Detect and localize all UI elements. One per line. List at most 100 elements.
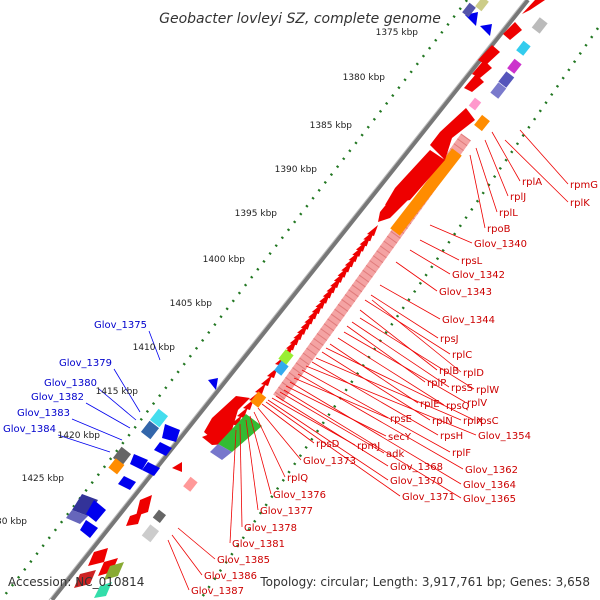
- reverse-gene: [480, 24, 492, 36]
- forward-gene-label: rpsD: [316, 439, 340, 450]
- outer-tick-rail: [0, 0, 468, 600]
- forward-gene-label: Glov_1342: [452, 270, 505, 281]
- gene-block: [141, 524, 160, 543]
- forward-gene-label: rplL: [499, 208, 518, 219]
- forward-gene-arrowhead: [322, 287, 334, 299]
- gene-block: [140, 420, 160, 440]
- forward-gene-label: rpoB: [487, 224, 511, 235]
- reverse-gene: [142, 462, 160, 476]
- reverse-gene: [86, 500, 106, 522]
- forward-gene-arrowhead: [255, 383, 266, 394]
- label-leader-lines: [57, 129, 569, 591]
- gene-block: [104, 562, 124, 580]
- forward-gene-label: adk: [386, 449, 404, 460]
- kbp-tick-label: 1400 kbp: [203, 255, 246, 265]
- leader-line: [285, 385, 387, 437]
- gene-block: [507, 58, 522, 74]
- forward-gene-label: rpmG: [570, 180, 598, 191]
- forward-gene-label: Glov_1340: [474, 239, 527, 250]
- gene-block: [490, 82, 507, 99]
- forward-gene-label: Glov_1344: [442, 315, 495, 326]
- leader-line: [229, 429, 237, 544]
- reverse-gene: [208, 378, 218, 390]
- forward-gene-arrowhead: [363, 230, 375, 242]
- forward-gene-arrowhead: [237, 407, 248, 418]
- forward-gene: [74, 570, 96, 588]
- forward-gene-label: Glov_1385: [217, 555, 270, 566]
- forward-gene: [430, 108, 475, 160]
- reverse-gene: [80, 520, 98, 538]
- leader-line: [364, 299, 451, 355]
- leader-line: [98, 388, 137, 421]
- gene-block: [475, 0, 489, 12]
- leader-line: [301, 369, 451, 453]
- forward-gene-arrowhead: [319, 292, 331, 304]
- genome-backbone: [50, 0, 530, 600]
- small-forward-genes: [231, 225, 378, 426]
- kbp-tick-label: 1410 kbp: [133, 343, 176, 353]
- leader-line: [167, 539, 190, 591]
- gene-block: [210, 444, 232, 460]
- forward-gene-arrowhead: [337, 266, 349, 278]
- forward-gene-arrowhead: [344, 256, 356, 268]
- leader-line: [113, 368, 141, 413]
- forward-gene: [204, 396, 250, 444]
- forward-gene-arrowhead: [348, 251, 360, 262]
- leader-line: [171, 534, 203, 576]
- forward-gene-label: Glov_1378: [244, 523, 297, 534]
- forward-gene-arrowhead: [367, 225, 378, 236]
- gene-block: [498, 71, 515, 88]
- kbp-tick-labels: 1375 kbp 1380 kbp 1385 kbp 1390 kbp 1395 kbp…: [0, 28, 418, 527]
- forward-gene-label: Glov_1381: [232, 539, 285, 550]
- gene-block: [274, 360, 289, 376]
- forward-gene-arrowhead: [286, 339, 298, 351]
- forward-gene-label: rpsS: [451, 383, 473, 394]
- forward-gene-arrowhead: [297, 323, 309, 335]
- kbp-tick-label: 1405 kbp: [170, 299, 213, 309]
- forward-gene-label: Glov_1362: [465, 465, 518, 476]
- gene-track-orange: [390, 148, 462, 236]
- leader-line: [85, 402, 131, 429]
- reverse-gene: [162, 424, 180, 442]
- kbp-tick-label: 1430 kbp: [0, 517, 27, 527]
- forward-gene: [522, 0, 545, 14]
- leader-line: [359, 317, 475, 390]
- leader-line: [305, 365, 477, 436]
- forward-gene-arrowhead: [300, 318, 312, 330]
- leader-line: [484, 139, 509, 197]
- leader-line: [371, 299, 462, 373]
- reverse-gene-label: Glov_1384: [3, 424, 56, 435]
- forward-gene-label: rpsC: [476, 416, 499, 427]
- gene-block: [531, 17, 548, 34]
- forward-gene-arrowhead: [308, 308, 320, 320]
- leader-line: [177, 527, 216, 560]
- leader-line: [311, 361, 439, 436]
- forward-gene: [172, 462, 182, 472]
- reverse-gene-label: Glov_1379: [59, 358, 112, 369]
- forward-gene-label: Glov_1370: [390, 476, 443, 487]
- reverse-gene-label: Glov_1375: [94, 320, 147, 331]
- forward-gene-label: secY: [388, 432, 412, 443]
- leader-line: [419, 239, 460, 261]
- forward-gene: [136, 495, 152, 516]
- forward-gene: [126, 512, 142, 526]
- leader-line: [475, 147, 498, 213]
- forward-gene-arrowhead: [359, 235, 371, 247]
- forward-gene-label: Glov_1364: [463, 480, 516, 491]
- kbp-tick-label: 1395 kbp: [235, 209, 278, 219]
- gene-block: [468, 97, 482, 111]
- forward-gene-arrowhead: [311, 303, 323, 314]
- forward-gene-label: rplD: [463, 368, 484, 379]
- leader-line: [519, 129, 569, 185]
- forward-gene-label: Glov_1373: [303, 456, 356, 467]
- reverse-gene: [118, 476, 136, 490]
- leader-line: [504, 139, 569, 203]
- forward-gene-arrowhead: [326, 282, 338, 294]
- leader-line: [57, 434, 111, 453]
- forward-gene-arrowhead: [355, 240, 367, 252]
- forward-gene-arrowhead: [289, 334, 301, 346]
- leader-line: [315, 357, 462, 421]
- gene-labels: rpmG rplK rplA rplJ rplL rpoB Glov_1340 rpsL Glo…: [3, 177, 598, 597]
